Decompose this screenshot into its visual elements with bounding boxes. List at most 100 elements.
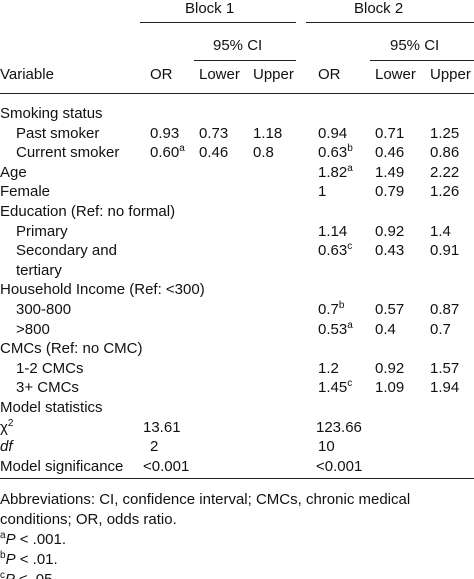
table-cell: 0.87	[430, 300, 460, 318]
row-label: df	[0, 438, 13, 456]
table-cell: 0.60a	[150, 143, 185, 163]
table-cell: 0.53a	[318, 320, 353, 340]
row-label: CMCs (Ref: no CMC)	[0, 340, 143, 358]
footnote-p: P	[5, 551, 16, 568]
row-label: Female	[0, 183, 51, 201]
column-header: OR	[318, 66, 341, 83]
table-cell: 1.25	[430, 124, 460, 142]
table-cell: 0.94	[318, 124, 348, 142]
table-cell: 0.46	[375, 144, 405, 162]
ci-header: 95% CI	[390, 37, 440, 54]
table-row: Primary 1.14 0.92 1.4	[0, 222, 474, 242]
column-header: Upper	[430, 66, 471, 83]
table-cell: 1	[318, 183, 327, 201]
row-label: Model statistics	[0, 398, 103, 416]
column-header: Lower	[375, 66, 416, 83]
footnote: bP < .01.	[0, 550, 474, 570]
table-cell: <0.001	[316, 457, 363, 475]
ci-header: 95% CI	[213, 37, 263, 54]
table-row: Secondary and tertiary 0.63c 0.43 0.91	[0, 241, 474, 280]
table-cell: 0.7b	[318, 300, 344, 320]
row-label: 300-800	[16, 300, 72, 318]
table-cell: 1.82a	[318, 163, 353, 183]
table-row: Model significance <0.001 <0.001	[0, 457, 474, 477]
cell-text: χ	[0, 418, 8, 436]
superscript: c	[347, 241, 353, 253]
rule	[370, 60, 474, 61]
table-cell: 0.4	[375, 320, 396, 338]
table-cell: 0.92	[375, 359, 405, 377]
table-cell: 0.73	[199, 124, 229, 142]
table-cell: 0.71	[375, 124, 405, 142]
table-row: Education (Ref: no formal)	[0, 202, 474, 222]
row-label: χ2	[0, 418, 474, 438]
table-row: >800 0.53a 0.4 0.7	[0, 320, 474, 340]
table-row: Female 1 0.79 1.26	[0, 182, 474, 202]
table-cell: 0.86	[430, 144, 460, 162]
footnote: aP < .001.	[0, 530, 474, 550]
footnote-mark: c	[0, 570, 5, 579]
table-row: df 2 10	[0, 437, 474, 457]
abbreviations: Abbreviations: CI, confidence interval; …	[0, 491, 411, 528]
row-label: >800	[16, 320, 50, 338]
footnote-p: P	[5, 571, 15, 579]
superscript: b	[338, 299, 345, 311]
table-cell: 1.45c	[318, 378, 352, 398]
table-cell: 1.94	[430, 379, 460, 397]
row-label: Secondary and tertiary	[16, 242, 117, 279]
row-label: Education (Ref: no formal)	[0, 202, 176, 220]
table-cell: 13.61	[143, 418, 181, 436]
table-cell: 10	[318, 438, 335, 456]
cell-text: 1.45	[318, 379, 348, 397]
cell-text: 0.63	[318, 144, 348, 162]
column-header: Upper	[253, 66, 294, 83]
footnotes: Abbreviations: CI, confidence interval; …	[0, 490, 474, 579]
footnote-mark: a	[0, 530, 6, 541]
table-row: 1-2 CMCs 1.2 0.92 1.57	[0, 359, 474, 379]
table-cell: 1.14	[318, 222, 348, 240]
column-header: Lower	[199, 66, 240, 83]
table-row: 3+ CMCs 1.45c 1.09 1.94	[0, 378, 474, 398]
footnote: cP ≤ .05.	[0, 570, 474, 579]
table-cell: 0.8	[253, 144, 274, 162]
rule	[0, 93, 474, 94]
table-cell: 0.63c	[318, 241, 352, 261]
superscript: a	[179, 143, 185, 155]
superscript: b	[347, 143, 353, 155]
table-row: Smoking status	[0, 104, 474, 124]
table-cell: 0.92	[375, 222, 405, 240]
table-cell: 0.79	[375, 183, 405, 201]
table-cell: <0.001	[143, 457, 190, 475]
table-cell: 0.63b	[318, 143, 353, 163]
table-cell: 0.93	[150, 124, 180, 142]
cell-text: 0.60	[150, 144, 180, 162]
cell-text: 0.53	[318, 320, 348, 338]
column-header: Variable	[0, 66, 54, 83]
table-cell: 1.26	[430, 183, 460, 201]
table-cell: 123.66	[316, 418, 362, 436]
table-row: Model statistics	[0, 398, 474, 418]
cell-text: 1.82	[318, 163, 348, 181]
row-label: Smoking status	[0, 105, 103, 122]
table-cell: 1.57	[430, 359, 460, 377]
footnote-text: < .001.	[15, 531, 67, 548]
table-cell: 0.43	[375, 242, 405, 260]
row-label: Primary	[16, 222, 68, 240]
row-label: Model significance	[0, 457, 124, 475]
table-row: 300-800 0.7b 0.57 0.87	[0, 300, 474, 320]
table-cell: 1.4	[430, 222, 451, 240]
table-row: CMCs (Ref: no CMC)	[0, 339, 474, 359]
table-row: Past smoker 0.93 0.73 1.18 0.94 0.71 1.25	[0, 124, 474, 144]
rule	[140, 22, 296, 23]
footnote-text: < .01.	[15, 551, 58, 568]
table-row: Age 1.82a 1.49 2.22	[0, 163, 474, 183]
footnote-mark: b	[0, 550, 6, 561]
table-row: Current smoker 0.60a 0.46 0.8 0.63b 0.46 0.86	[0, 143, 474, 163]
table-cell: 1.09	[375, 379, 405, 397]
table-cell: 0.46	[199, 144, 229, 162]
row-label: Age	[0, 163, 27, 181]
cell-text: 0.63	[318, 242, 348, 260]
superscript: 2	[7, 417, 14, 429]
table-row: Household Income (Ref: <300)	[0, 280, 474, 300]
